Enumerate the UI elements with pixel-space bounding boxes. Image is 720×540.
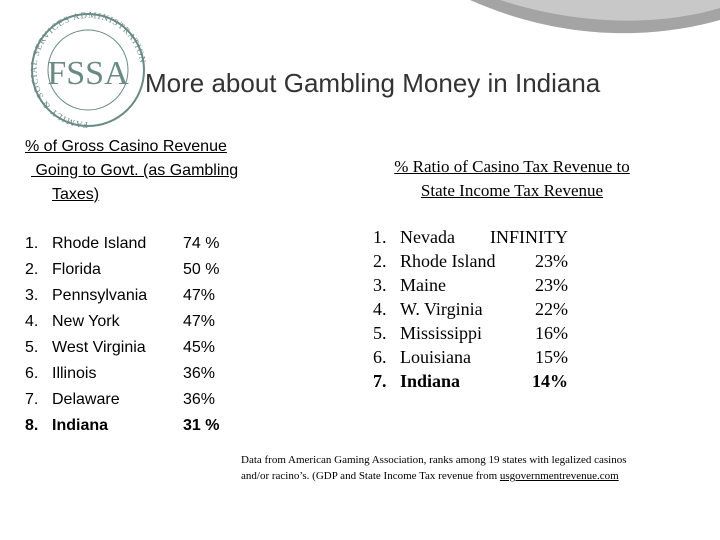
percent: 36%	[183, 365, 216, 382]
ratio: 15%	[535, 347, 568, 367]
ratio: 22%	[535, 299, 568, 319]
logo: FAMILY & SOCIAL SERVICES ADMINISTRATION …	[28, 10, 147, 130]
left-heading: Going to Govt. (as Gambling	[31, 162, 239, 179]
slide-title: More about Gambling Money in Indiana	[145, 68, 601, 98]
rank: 6.	[373, 347, 387, 367]
state-name: Pennsylvania	[52, 287, 148, 304]
state-name: Indiana	[52, 417, 109, 434]
percent: 31 %	[183, 417, 220, 434]
rank: 7.	[25, 391, 39, 408]
rank: 1.	[25, 235, 39, 252]
ratio: 14%	[532, 371, 568, 391]
percent: 47%	[183, 313, 216, 330]
footnote-line: Data from American Gaming Association, r…	[241, 454, 627, 466]
state-name: Maine	[400, 275, 446, 295]
rank: 4.	[373, 299, 387, 319]
state-name: W. Virginia	[400, 299, 483, 319]
percent: 36%	[183, 391, 216, 408]
left-heading: Taxes)	[52, 186, 100, 203]
percent: 74 %	[183, 235, 220, 252]
percent: 50 %	[183, 261, 220, 278]
state-name: Mississippi	[400, 323, 483, 343]
state-name: Nevada	[400, 227, 455, 247]
rank: 7.	[373, 371, 387, 391]
rank: 6.	[25, 365, 39, 382]
right-heading: State Income Tax Revenue	[420, 181, 604, 200]
footnote-text: and/or racino’s. (GDP and State Income T…	[241, 470, 500, 482]
rank: 4.	[25, 313, 39, 330]
right-heading: % Ratio of Casino Tax Revenue to	[394, 157, 630, 176]
ratio: 23%	[535, 275, 568, 295]
state-name: Rhode Island	[400, 251, 496, 271]
state-name: Florida	[52, 261, 101, 278]
state-name: New York	[52, 313, 120, 330]
state-name: West Virginia	[52, 339, 146, 356]
rank: 2.	[25, 261, 39, 278]
state-name: Rhode Island	[52, 235, 147, 252]
left-heading: % of Gross Casino Revenue	[25, 138, 227, 155]
rank: 5.	[373, 323, 387, 343]
footnote-line: and/or racino’s. (GDP and State Income T…	[241, 470, 619, 482]
ratio: 16%	[535, 323, 568, 343]
rank: 2.	[373, 251, 387, 271]
rank: 1.	[373, 227, 387, 247]
state-name: Illinois	[52, 365, 97, 382]
percent: 47%	[183, 287, 216, 304]
state-name: Indiana	[400, 371, 461, 391]
ratio: 23%	[535, 251, 568, 271]
rank: 3.	[373, 275, 387, 295]
logo-letters: FSSA	[47, 55, 129, 92]
percent: 45%	[183, 339, 216, 356]
rank: 5.	[25, 339, 39, 356]
rank: 8.	[25, 417, 39, 434]
state-name: Louisiana	[400, 347, 471, 367]
rank: 3.	[25, 287, 39, 304]
footnote-link[interactable]: usgovernmentrevenue.com	[499, 470, 619, 482]
state-name: Delaware	[52, 391, 120, 408]
ratio: INFINITY	[490, 227, 568, 247]
